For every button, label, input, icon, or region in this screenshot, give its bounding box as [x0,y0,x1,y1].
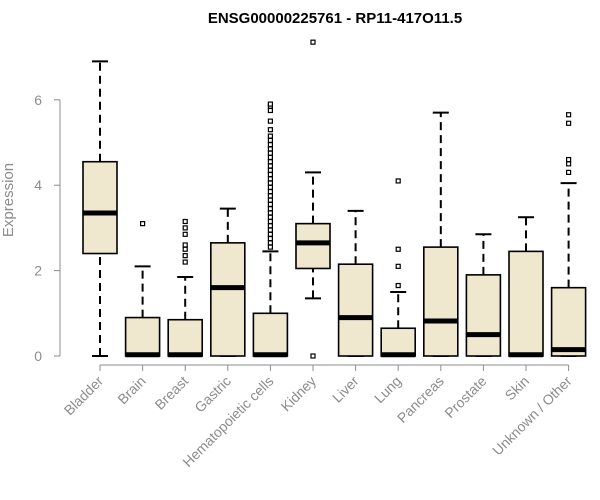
outlier-point [182,225,188,231]
outlier-point [310,39,316,45]
outlier-point [267,180,273,186]
y-axis-label: Expression [0,163,17,237]
outlier-point [267,159,273,165]
outlier-point [182,231,188,237]
box-iqr [380,327,417,357]
outlier-point [267,193,273,199]
outlier-point [267,133,273,139]
outlier-point [182,253,188,259]
outlier-point [267,244,273,250]
x-tick-label: Bladder [61,373,107,419]
y-tick-label: 6 [34,92,42,108]
outlier-point [182,242,188,248]
x-tick-label: Unknown / Other [489,373,575,459]
outlier-point [565,120,572,126]
outlier-point [267,167,273,173]
outlier-point [140,221,146,227]
box-group [380,178,417,358]
outlier-point [395,246,401,252]
box-iqr [210,242,246,357]
outlier-point [395,178,401,184]
x-tick-label: Skin [502,373,533,404]
x-tick-label: Liver [329,373,362,406]
box-iqr [252,312,289,357]
outlier-point [565,169,572,175]
outlier-point [267,154,273,161]
outlier-point [565,112,572,118]
outlier-point [182,246,188,252]
y-tick-label: 0 [34,348,42,364]
chart-title: ENSG00000225761 - RP11-417O11.5 [208,10,462,27]
x-tick-label: Gastric [191,373,234,416]
box-group [465,233,502,357]
outlier-point [267,223,273,229]
x-tick-label: Pancreas [394,373,447,426]
box-group [422,111,459,357]
outlier-point [267,107,273,114]
outlier-point [267,240,273,246]
outlier-point [182,218,188,225]
box-iqr [465,274,502,357]
box-iqr [295,222,331,270]
outlier-point [267,171,273,178]
outlier-point [267,101,273,107]
box-group [295,39,331,359]
box-group [82,60,118,357]
outlier-point [395,263,401,269]
outlier-point [267,184,273,190]
outlier-point [267,189,273,195]
box-group [124,221,161,358]
box-iqr [550,286,587,357]
box-series [82,39,587,359]
box-iqr [124,316,161,357]
outlier-point [565,161,572,167]
outlier-point [267,201,273,208]
box-iqr [508,250,544,357]
outlier-point [267,210,273,216]
box-group [550,112,587,357]
box-group [252,101,289,358]
box-group [210,207,246,357]
outlier-point [267,142,273,148]
outlier-point [267,206,273,212]
outlier-point [267,227,273,233]
x-tick-label: Breast [151,373,191,413]
outlier-point [267,197,273,203]
outlier-point [267,118,273,124]
outlier-point [395,282,401,289]
box-group [508,216,544,358]
outlier-point [565,156,572,163]
y-tick-label: 2 [34,263,42,279]
outlier-point [267,176,273,182]
box-group [337,209,374,357]
outlier-point [267,214,273,220]
x-tick-label: Kidney [278,373,320,415]
box-iqr [337,263,374,357]
outlier-point [182,259,188,265]
x-tick-label: Brain [114,373,148,407]
outlier-point [267,150,273,156]
box-iqr [82,160,118,255]
outlier-point [267,231,273,237]
box-group [167,218,203,358]
y-tick-label: 4 [34,177,42,193]
box-iqr [422,246,459,357]
x-tick-label: Prostate [441,373,489,421]
box-iqr [167,318,203,357]
outlier-point [267,137,273,143]
outlier-point [267,218,273,225]
x-tick-label: Lung [371,373,404,406]
y-axis: 0 2 4 6 [34,92,61,364]
outlier-point [267,235,273,242]
outlier-point [267,127,273,133]
outlier-point [267,146,273,152]
outlier-point [310,353,316,359]
outlier-point [267,163,273,169]
